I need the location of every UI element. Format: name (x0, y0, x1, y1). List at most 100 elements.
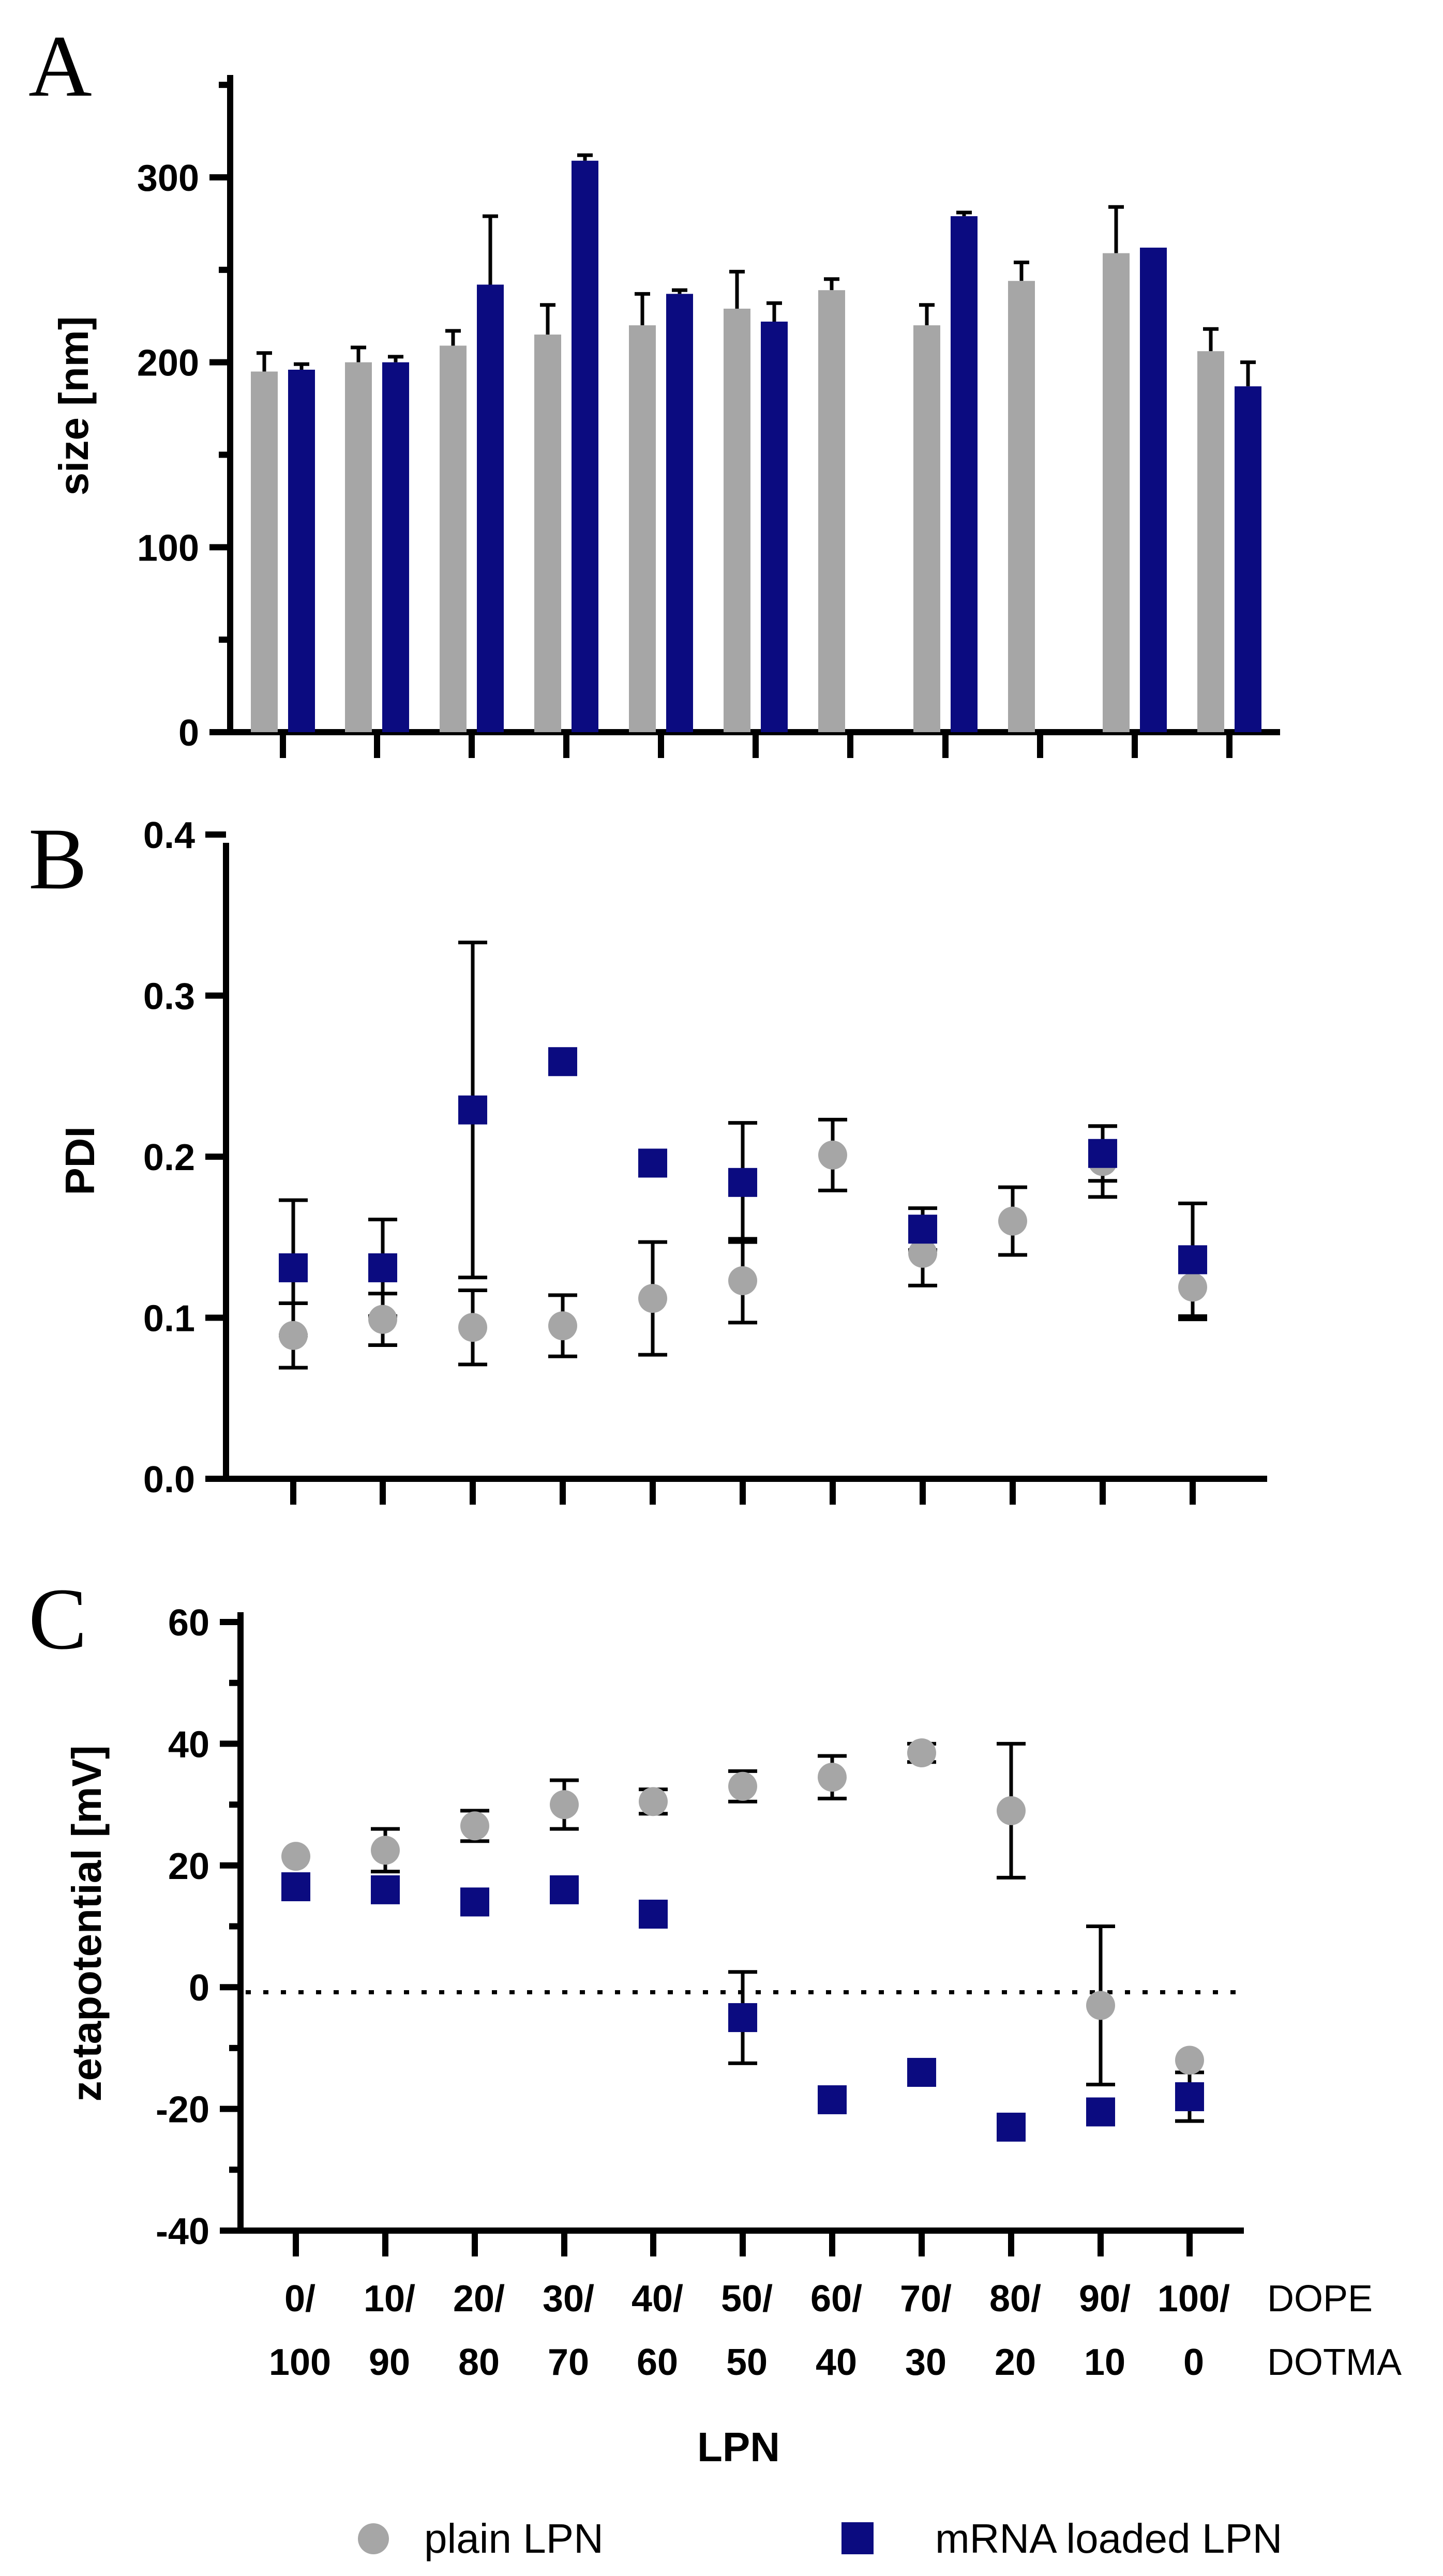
x-category-label-top: 0/ (284, 2278, 315, 2320)
panel-a-bar-plain (724, 308, 750, 732)
panel-a-bar-plain (345, 362, 372, 732)
panel-b-point-plain (818, 1140, 847, 1170)
panel-letter-c: C (28, 1570, 87, 1668)
panel-letter-a: A (28, 18, 92, 115)
panel-b-point-mrna (458, 1095, 487, 1125)
legend-plain-label: plain LPN (424, 2516, 604, 2562)
x-axis-title: LPN (697, 2424, 780, 2470)
legend-mrna-marker (841, 2522, 874, 2554)
panel-c-point-plain (371, 1836, 400, 1865)
panel-b-point-mrna (908, 1215, 937, 1244)
panel-b-point-plain (1178, 1272, 1207, 1302)
panel-c-point-plain (997, 1796, 1026, 1825)
panel-a-bar-plain (534, 335, 561, 732)
panel-a-bar-plain (440, 345, 467, 732)
legend-mrna-label: mRNA loaded LPN (935, 2516, 1282, 2562)
x-category-label-top: 40/ (632, 2278, 683, 2320)
panel-b-y-tick-label: 0.3 (143, 976, 195, 1018)
panel-c-point-mrna (460, 1887, 489, 1917)
panel-c-y-tick-label: 20 (168, 1846, 209, 1887)
panel-c-point-plain (550, 1790, 579, 1820)
panel-c-point-mrna (281, 1872, 310, 1901)
panel-b-point-plain (908, 1238, 937, 1268)
panel-b-y-axis-title: PDI (57, 1126, 103, 1195)
panel-c-point-plain (907, 1738, 936, 1768)
x-category-label-bottom: 70 (548, 2342, 589, 2383)
x-category-label-top: 100/ (1158, 2278, 1230, 2320)
panel-c-point-plain (281, 1842, 310, 1871)
panel-b-pdi-chart: 0.0 0.1 0.2 0.3 0.4 PDI (57, 815, 1267, 1505)
panel-a-bar-plain (629, 325, 656, 732)
x-category-label-bottom: 10 (1084, 2342, 1125, 2383)
panel-b-point-plain (548, 1311, 577, 1341)
panel-b-y-tick-label: 0.0 (143, 1459, 195, 1501)
x-category-label-bottom: 0 (1183, 2342, 1204, 2383)
panel-c-point-mrna (728, 2003, 757, 2033)
panel-a-y-tick-label: 200 (137, 343, 199, 384)
x-category-label-top: 70/ (900, 2278, 952, 2320)
x-category-label-top: 60/ (810, 2278, 862, 2320)
panel-c-point-mrna (818, 2085, 847, 2114)
x-category-label-bottom: 30 (905, 2342, 946, 2383)
x-category-label-top: 80/ (989, 2278, 1041, 2320)
panel-a-bar-plain (818, 290, 845, 732)
panel-a-y-tick-label: 0 (178, 713, 199, 754)
panel-c-point-plain (1086, 1991, 1115, 2020)
panel-b-point-plain (458, 1313, 487, 1342)
panel-c-point-plain (1175, 2045, 1204, 2075)
panel-letter-b: B (28, 810, 87, 907)
panel-c-point-plain (818, 1763, 847, 1792)
panel-b-point-mrna (638, 1148, 667, 1178)
x-category-label-bottom: 60 (637, 2342, 678, 2383)
panel-a-y-tick-label: 300 (137, 158, 199, 199)
panel-b-y-tick-label: 0.4 (143, 815, 195, 856)
x-category-label-bottom: 100 (269, 2342, 331, 2383)
panel-c-point-mrna (371, 1875, 400, 1904)
panel-a-bar-mrna (382, 362, 409, 732)
panel-a-y-axis-title: size [nm] (51, 316, 97, 496)
row-label-dotma: DOTMA (1267, 2342, 1402, 2383)
panel-c-point-mrna (1086, 2097, 1115, 2127)
panel-a-bar-mrna (761, 321, 788, 732)
panel-a-y-tick-label: 100 (137, 527, 199, 569)
panel-c-point-mrna (997, 2112, 1026, 2142)
legend: plain LPN mRNA loaded LPN (358, 2516, 1282, 2562)
panel-c-y-tick-label: -20 (156, 2089, 209, 2131)
panel-a-bar-mrna (1140, 247, 1167, 732)
panel-a-bar-mrna (288, 369, 315, 732)
panel-c-point-plain (639, 1787, 668, 1816)
panel-b-point-plain (638, 1284, 667, 1313)
panel-a-bar-plain (1008, 281, 1035, 732)
x-category-label-bottom: 90 (369, 2342, 410, 2383)
panel-c-point-mrna (550, 1875, 579, 1904)
panel-c-y-tick-label: 40 (168, 1724, 209, 1765)
panel-a-size-chart: 0 100 200 300 size [nm] (51, 75, 1280, 758)
legend-plain-marker (358, 2523, 389, 2554)
panel-b-y-tick-label: 0.1 (143, 1298, 195, 1340)
panel-a-bar-mrna (572, 160, 598, 732)
panel-a-bar-plain (251, 371, 278, 732)
panel-c-point-mrna (639, 1899, 668, 1929)
x-category-label-top: 10/ (364, 2278, 415, 2320)
panel-a-bar-mrna (951, 216, 978, 732)
panel-a-bar-mrna (1235, 386, 1261, 732)
panel-a-bar-plain (913, 325, 940, 732)
panel-b-point-mrna (548, 1047, 577, 1077)
panel-c-y-tick-label: 0 (189, 1967, 209, 2009)
x-category-label-bottom: 40 (816, 2342, 857, 2383)
panel-a-bar-plain (1103, 253, 1130, 733)
x-category-label-bottom: 50 (726, 2342, 768, 2383)
panel-b-point-mrna (279, 1253, 308, 1282)
panel-a-bar-plain (1197, 351, 1224, 732)
x-category-label-top: 50/ (721, 2278, 773, 2320)
panel-c-y-axis-title: zetapotential [mV] (64, 1746, 110, 2102)
x-category-label-bottom: 80 (458, 2342, 500, 2383)
panel-c-point-plain (728, 1771, 757, 1801)
panel-c-y-tick-label: 60 (168, 1602, 209, 1644)
panel-c-y-tick-label: -40 (156, 2211, 209, 2252)
panel-b-point-plain (279, 1321, 308, 1350)
panel-b-point-mrna (728, 1168, 757, 1197)
row-label-dope: DOPE (1267, 2278, 1373, 2320)
panel-b-y-tick-label: 0.2 (143, 1137, 195, 1178)
